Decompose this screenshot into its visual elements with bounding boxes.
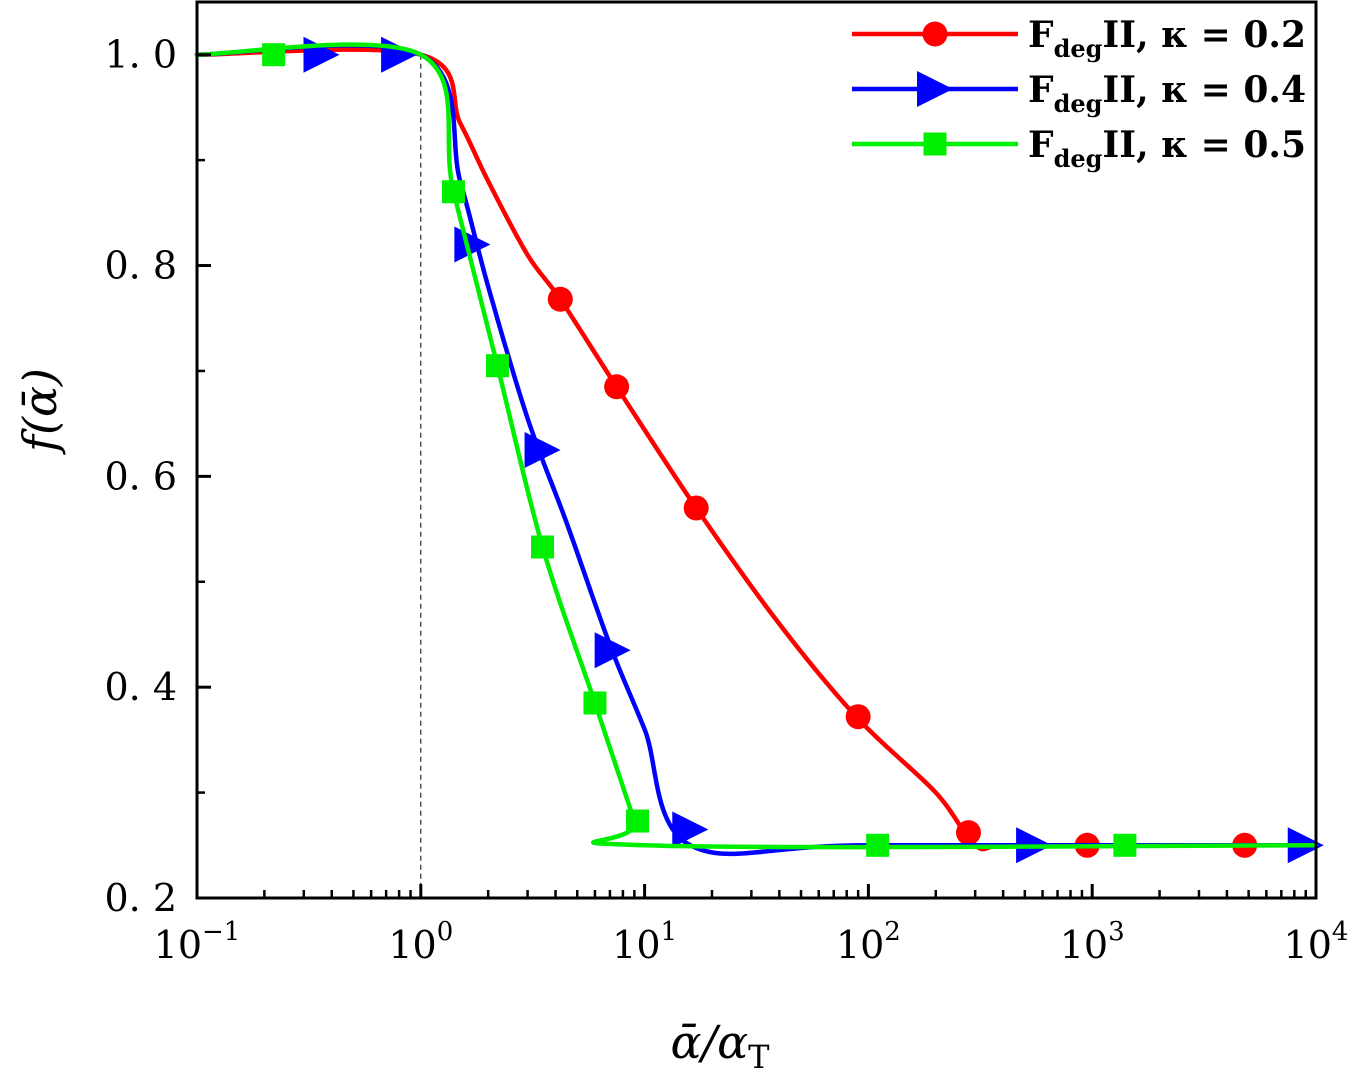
- x-tick-label: 100: [388, 917, 453, 967]
- plot-frame: [195, 0, 1318, 900]
- data-point: [485, 354, 509, 378]
- series-line: [194, 42, 1319, 850]
- legend-marker: [923, 132, 947, 156]
- data-point: [262, 43, 286, 67]
- legend-item-1: FdegII, κ = 0.2: [852, 14, 1306, 63]
- data-point: [1113, 833, 1137, 857]
- legend-label: FdegII, κ = 0.2: [1028, 14, 1306, 63]
- series-line: [194, 43, 1319, 857]
- y-tick-label: 0. 6: [104, 454, 177, 498]
- data-point: [303, 36, 340, 73]
- data-point: [381, 36, 418, 73]
- legend-label: FdegII, κ = 0.5: [1028, 124, 1306, 173]
- data-point: [845, 704, 871, 730]
- y-tick-label: 0. 2: [104, 876, 177, 920]
- x-tick-label: 104: [1284, 917, 1349, 967]
- series-1: [194, 47, 1319, 858]
- x-tick-label: 103: [1060, 917, 1125, 967]
- data-point: [594, 632, 631, 669]
- legend: FdegII, κ = 0.2 FdegII, κ = 0.4 FdegII, κ …: [852, 14, 1306, 173]
- legend-item-2: FdegII, κ = 0.4: [852, 69, 1306, 118]
- y-tick-label: 1. 0: [104, 33, 177, 77]
- ticks-layer: 10−1 100 101 102 103 104 0. 2 0. 4 0. 6 0. 8 1. 0: [104, 33, 1348, 967]
- y-tick-label: 0. 4: [104, 665, 177, 709]
- legend-marker: [917, 71, 953, 107]
- data-point: [626, 809, 650, 833]
- legend-marker: [922, 21, 948, 47]
- data-point: [547, 286, 573, 312]
- data-point: [604, 374, 630, 400]
- legend-label: FdegII, κ = 0.4: [1028, 69, 1306, 118]
- y-tick-label: 0. 8: [104, 244, 177, 288]
- series-line: [194, 47, 1319, 852]
- x-axis-title: ᾱ/αT: [671, 1015, 771, 1071]
- legend-item-3: FdegII, κ = 0.5: [852, 124, 1306, 173]
- data-point: [583, 691, 607, 715]
- data-point: [866, 833, 890, 857]
- series-layer: [194, 36, 1324, 864]
- x-tick-label: 10−1: [154, 917, 241, 967]
- y-axis-title: f(ᾱ): [13, 368, 67, 455]
- data-point: [442, 180, 466, 204]
- data-point: [531, 535, 555, 559]
- data-point: [683, 495, 709, 521]
- data-point: [524, 432, 561, 468]
- data-point: [672, 811, 709, 848]
- x-tick-label: 102: [836, 917, 901, 967]
- data-point: [955, 820, 981, 846]
- x-tick-label: 101: [612, 917, 677, 967]
- series-3: [194, 42, 1319, 857]
